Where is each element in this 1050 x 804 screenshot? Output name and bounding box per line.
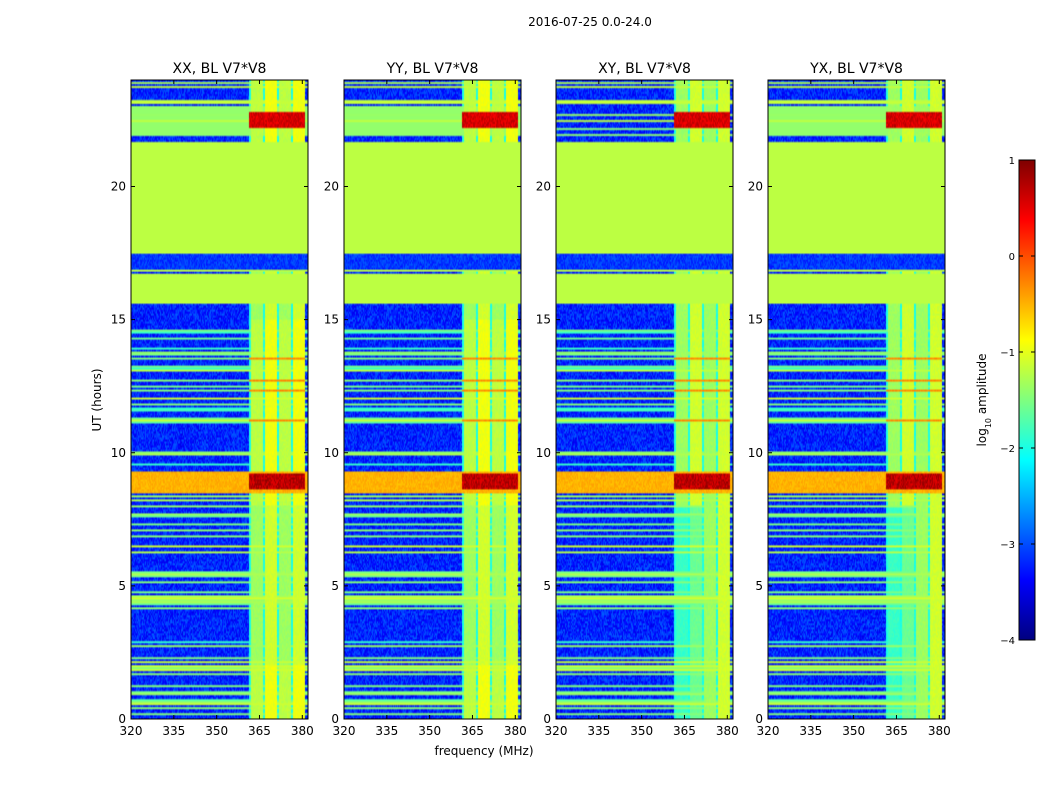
x-tick-label: 350 [630, 724, 653, 738]
x-tick-label: 335 [162, 724, 185, 738]
x-tick-label: 350 [418, 724, 441, 738]
y-tick-label: 20 [111, 180, 126, 194]
figure-title: 2016-07-25 0.0-24.0 [528, 15, 652, 29]
colorbar: 10−1−2−3−4 log10 amplitude [975, 156, 1036, 647]
y-tick-label: 10 [324, 446, 339, 460]
colorbar-tick-label: −3 [1000, 540, 1015, 551]
heatmap-image [768, 80, 945, 719]
panel-frame [130, 79, 309, 720]
colorbar-label-main: log [975, 428, 989, 446]
panel-3: XY, BL V7*V8 320 335 350 365 380 0 5 10 15 20 [536, 61, 739, 738]
y-tick-label: 15 [536, 313, 551, 327]
x-tick-label: 365 [673, 724, 696, 738]
colorbar-label-tail: amplitude [975, 354, 989, 418]
panel-2: YY, BL V7*V8 320 335 350 365 380 0 5 10 15 20 [324, 61, 527, 738]
heatmap-image [131, 80, 308, 719]
colorbar-tick-label: −4 [1000, 636, 1015, 647]
y-tick-label: 15 [324, 313, 339, 327]
heatmap-image [556, 80, 733, 719]
x-tick-label: 335 [799, 724, 822, 738]
x-tick-label: 380 [504, 724, 527, 738]
x-tick-label: 365 [885, 724, 908, 738]
x-tick-label: 380 [716, 724, 739, 738]
y-tick-label: 15 [748, 313, 763, 327]
heatmap-image [344, 80, 521, 719]
x-tick-label: 350 [205, 724, 228, 738]
y-axis-label: UT (hours) [90, 368, 104, 431]
y-tick-label: 5 [331, 579, 339, 593]
colorbar-label: log10 amplitude [975, 354, 993, 447]
y-tick-label: 5 [118, 579, 126, 593]
y-tick-label: 5 [755, 579, 763, 593]
x-tick-label: 335 [587, 724, 610, 738]
colorbar-tick-label: 1 [1009, 156, 1015, 167]
x-tick-label: 320 [333, 724, 356, 738]
y-tick-label: 0 [331, 712, 339, 726]
panel-title: XX, BL V7*V8 [173, 61, 267, 77]
colorbar-tick-label: −2 [1000, 444, 1015, 455]
panel-frame [767, 79, 946, 720]
x-tick-label: 365 [248, 724, 271, 738]
y-tick-label: 10 [748, 446, 763, 460]
x-tick-label: 320 [757, 724, 780, 738]
y-tick-label: 0 [118, 712, 126, 726]
colorbar-label-sub: 10 [984, 418, 993, 428]
y-tick-label: 20 [748, 180, 763, 194]
y-tick-label: 15 [111, 313, 126, 327]
colorbar-tick-label: −1 [1000, 348, 1015, 359]
x-tick-label: 320 [545, 724, 568, 738]
panel-4: YX, BL V7*V8 320 335 350 365 380 0 5 10 15 20 [748, 61, 951, 738]
x-tick-label: 350 [842, 724, 865, 738]
colorbar-gradient [1018, 159, 1036, 641]
x-tick-label: 380 [928, 724, 951, 738]
x-tick-label: 380 [291, 724, 314, 738]
y-tick-label: 5 [543, 579, 551, 593]
colorbar-tick-label: 0 [1009, 252, 1015, 263]
x-tick-label: 335 [375, 724, 398, 738]
panel-title: YY, BL V7*V8 [386, 61, 479, 77]
panel-title: YX, BL V7*V8 [809, 61, 903, 77]
panel-title: XY, BL V7*V8 [598, 61, 691, 77]
x-axis-label: frequency (MHz) [434, 744, 533, 758]
y-tick-label: 20 [324, 180, 339, 194]
x-tick-label: 365 [461, 724, 484, 738]
y-tick-label: 0 [543, 712, 551, 726]
colorbar-ticks: 1 0 −1 −2 −3 −4 [1000, 156, 1035, 647]
y-tick-label: 10 [536, 446, 551, 460]
panel-frame [343, 79, 522, 720]
x-tick-label: 320 [120, 724, 143, 738]
y-tick-label: 10 [111, 446, 126, 460]
panel-frame [555, 79, 734, 720]
y-tick-label: 0 [755, 712, 763, 726]
panel-1: XX, BL V7*V8 320 335 350 365 380 0 5 10 15 20 [111, 61, 314, 738]
y-tick-label: 20 [536, 180, 551, 194]
